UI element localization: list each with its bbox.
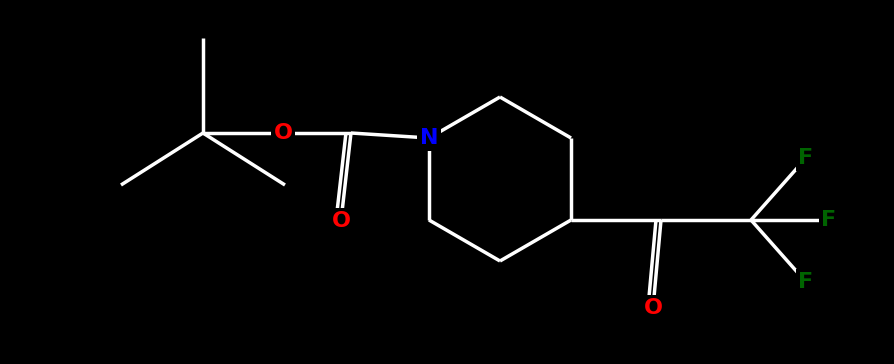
Text: F: F xyxy=(797,272,813,292)
Text: O: O xyxy=(643,298,662,318)
Text: O: O xyxy=(274,123,292,143)
Text: F: F xyxy=(797,148,813,168)
Text: N: N xyxy=(419,128,438,148)
Text: O: O xyxy=(331,211,350,231)
Text: F: F xyxy=(821,210,836,230)
